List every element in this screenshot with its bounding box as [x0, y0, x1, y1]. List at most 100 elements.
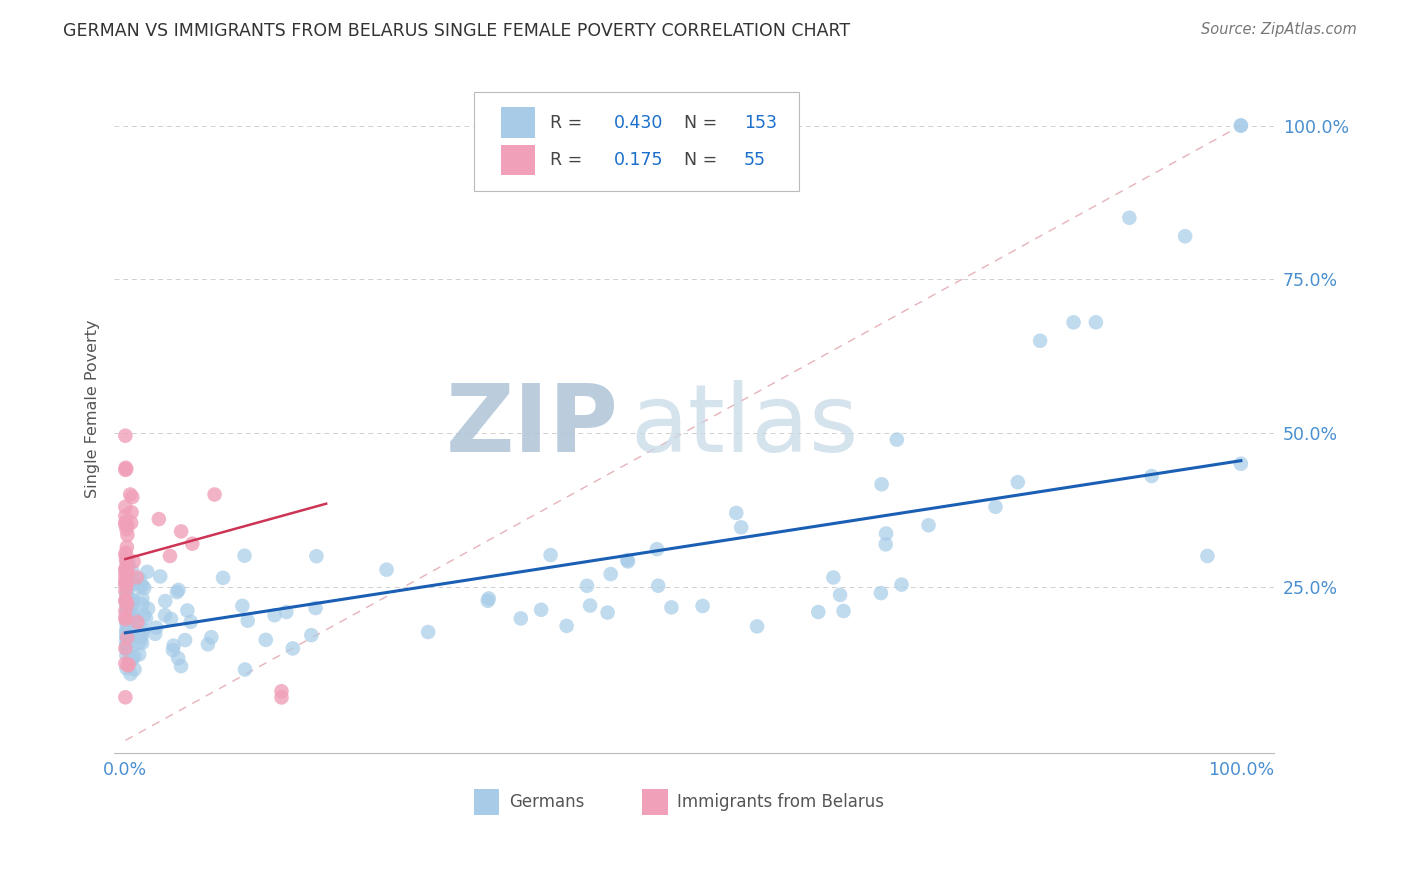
Point: [117, 570, 139, 584]
Point: [122, 608, 145, 623]
Point: [276, 605, 298, 619]
Point: [647, 579, 669, 593]
Point: [115, 596, 138, 610]
Point: [730, 520, 752, 534]
Point: [121, 490, 143, 504]
Point: [176, 603, 198, 617]
Point: [120, 600, 142, 615]
Point: [181, 537, 204, 551]
Point: [118, 607, 141, 622]
Point: [617, 554, 640, 568]
Point: [121, 610, 143, 624]
Point: [596, 606, 619, 620]
Point: [145, 621, 167, 635]
Point: [200, 630, 222, 644]
Point: [129, 624, 152, 639]
Point: [128, 572, 150, 586]
Point: [114, 657, 136, 671]
Point: [579, 599, 602, 613]
Point: [540, 548, 562, 562]
Point: [166, 585, 188, 599]
Point: [148, 512, 170, 526]
Point: [124, 624, 146, 639]
Point: [875, 526, 897, 541]
Point: [117, 577, 139, 591]
Point: [478, 591, 501, 606]
Point: [115, 577, 138, 591]
Point: [418, 625, 440, 640]
Point: [135, 611, 157, 625]
Point: [115, 625, 138, 640]
Point: [115, 576, 138, 591]
Point: [114, 508, 136, 523]
Text: Immigrants from Belarus: Immigrants from Belarus: [676, 793, 884, 812]
Point: [117, 634, 139, 648]
Point: [115, 629, 138, 643]
Point: [114, 517, 136, 532]
Point: [270, 684, 292, 698]
Point: [127, 615, 149, 629]
Point: [124, 663, 146, 677]
Point: [236, 614, 259, 628]
Point: [167, 582, 190, 597]
Point: [984, 500, 1007, 514]
Point: [115, 587, 138, 601]
Point: [118, 593, 141, 607]
Point: [115, 648, 138, 663]
Point: [231, 599, 253, 613]
Point: [143, 627, 166, 641]
Point: [160, 612, 183, 626]
Point: [725, 506, 748, 520]
Point: [115, 633, 138, 648]
Point: [128, 630, 150, 644]
Point: [131, 591, 153, 606]
Point: [114, 592, 136, 607]
Point: [115, 637, 138, 651]
Point: [122, 614, 145, 628]
Point: [162, 639, 184, 653]
Point: [530, 603, 553, 617]
Point: [114, 567, 136, 582]
Point: [745, 619, 768, 633]
Point: [159, 549, 181, 563]
FancyBboxPatch shape: [474, 92, 799, 192]
Point: [129, 628, 152, 642]
Point: [661, 600, 683, 615]
Point: [1230, 457, 1253, 471]
Point: [114, 566, 136, 581]
Point: [170, 524, 193, 539]
Point: [616, 553, 638, 567]
Point: [117, 518, 139, 533]
Point: [120, 592, 142, 607]
Point: [477, 594, 499, 608]
Point: [124, 611, 146, 625]
Point: [118, 624, 141, 638]
Point: [117, 594, 139, 608]
Point: [1197, 549, 1219, 563]
Text: R =: R =: [550, 151, 588, 169]
Point: [254, 632, 277, 647]
Text: ZIP: ZIP: [446, 380, 619, 472]
Point: [305, 549, 328, 564]
Point: [131, 578, 153, 592]
Point: [122, 598, 145, 612]
Text: Germans: Germans: [509, 793, 583, 812]
Point: [114, 594, 136, 608]
Point: [115, 631, 138, 645]
Point: [136, 565, 159, 579]
Point: [1007, 475, 1029, 490]
Text: 153: 153: [744, 113, 778, 132]
Point: [167, 651, 190, 665]
Point: [120, 654, 142, 668]
Point: [117, 560, 139, 574]
Point: [120, 624, 142, 638]
Point: [114, 463, 136, 477]
Point: [149, 569, 172, 583]
Point: [555, 619, 578, 633]
Point: [115, 566, 138, 581]
Point: [270, 690, 292, 705]
Text: 0.175: 0.175: [614, 151, 664, 169]
Point: [125, 570, 148, 584]
Text: Source: ZipAtlas.com: Source: ZipAtlas.com: [1201, 22, 1357, 37]
Point: [114, 641, 136, 656]
